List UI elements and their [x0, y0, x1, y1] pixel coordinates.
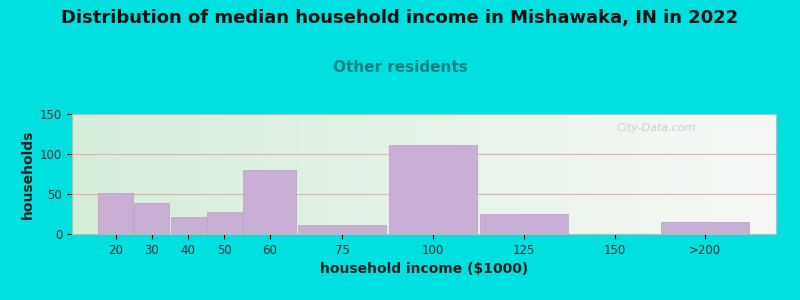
Bar: [662, 222, 750, 234]
Bar: [298, 225, 386, 234]
Y-axis label: households: households: [21, 129, 34, 219]
Bar: [207, 212, 242, 234]
Text: Distribution of median household income in Mishawaka, IN in 2022: Distribution of median household income …: [62, 9, 738, 27]
Bar: [389, 145, 477, 234]
Text: City-Data.com: City-Data.com: [617, 123, 696, 134]
Bar: [170, 217, 206, 234]
Bar: [243, 170, 296, 234]
X-axis label: household income ($1000): household income ($1000): [320, 262, 528, 276]
Text: Other residents: Other residents: [333, 60, 467, 75]
Bar: [98, 193, 133, 234]
Bar: [134, 203, 170, 234]
Bar: [480, 214, 568, 234]
